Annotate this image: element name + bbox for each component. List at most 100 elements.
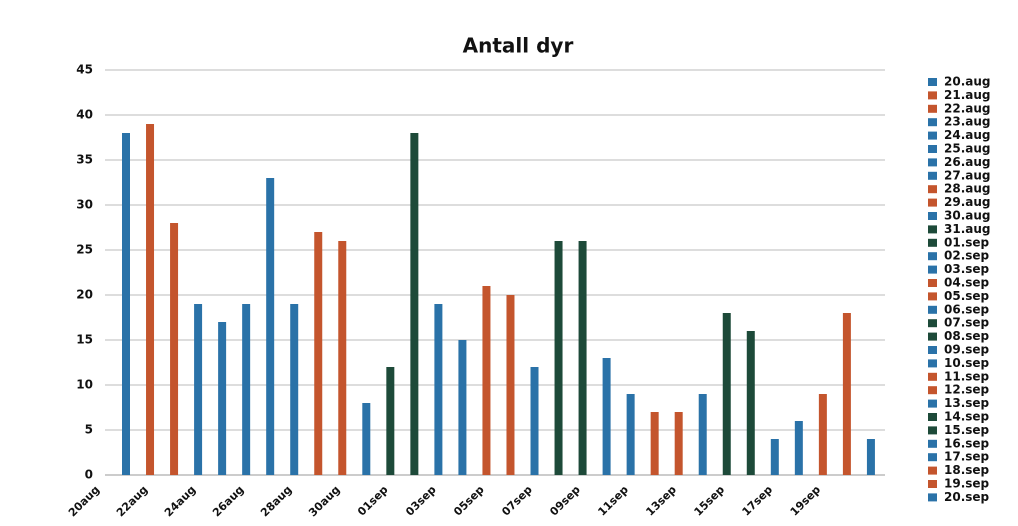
legend-label: 14.sep	[944, 410, 990, 424]
legend-swatch	[928, 212, 937, 220]
legend-label: 26.aug	[944, 155, 991, 169]
bar	[578, 241, 587, 475]
legend-label: 10.sep	[944, 356, 990, 370]
legend-swatch	[928, 198, 937, 207]
legend-label: 20.aug	[944, 75, 991, 89]
legend-swatch	[928, 238, 937, 247]
x-tick-label: 07sep	[499, 483, 535, 519]
legend-swatch	[928, 413, 937, 421]
x-tick-label: 01sep	[355, 483, 391, 519]
legend-swatch	[928, 78, 937, 86]
x-tick-label: 24aug	[162, 483, 198, 519]
x-tick-label: 19sep	[788, 483, 824, 519]
y-tick-label: 25	[76, 243, 93, 257]
bar	[506, 295, 515, 475]
legend-swatch	[928, 171, 937, 180]
legend-label: 16.sep	[944, 436, 990, 450]
x-tick-label: 22aug	[114, 483, 150, 519]
legend-swatch	[928, 145, 937, 153]
chart-title: Antall dyr	[463, 34, 574, 58]
legend-swatch	[928, 118, 937, 127]
bar	[170, 223, 179, 475]
bar	[698, 394, 707, 475]
legend-label: 30.aug	[944, 209, 991, 223]
legend-swatch	[928, 158, 937, 167]
bar	[650, 412, 659, 475]
bar	[218, 322, 227, 475]
legend-label: 07.sep	[944, 316, 990, 330]
bar	[530, 367, 539, 475]
legend-swatch	[928, 359, 937, 368]
legend-label: 03.sep	[944, 262, 990, 276]
bar	[818, 394, 827, 475]
bar	[410, 133, 419, 475]
bar	[242, 304, 251, 475]
legend-swatch	[928, 372, 937, 381]
legend-label: 24.aug	[944, 128, 991, 142]
x-tick-label: 30aug	[306, 483, 342, 519]
y-tick-label: 35	[76, 153, 93, 167]
legend-swatch	[928, 265, 937, 274]
bar	[458, 340, 467, 475]
x-tick-label: 28aug	[258, 483, 294, 519]
legend-swatch	[928, 332, 937, 341]
legend-swatch	[928, 104, 937, 113]
x-tick-label: 09sep	[547, 483, 583, 519]
legend-label: 31.aug	[944, 222, 991, 236]
legend-swatch	[928, 399, 937, 408]
legend-swatch	[928, 131, 937, 140]
y-tick-label: 30	[76, 198, 93, 212]
legend-label: 21.aug	[944, 88, 991, 102]
x-tick-label: 03sep	[403, 483, 439, 519]
legend-swatch	[928, 466, 937, 475]
legend-label: 23.aug	[944, 115, 991, 129]
y-tick-label: 0	[85, 468, 93, 482]
legend-label: 08.sep	[944, 329, 990, 343]
legend-label: 02.sep	[944, 249, 990, 263]
legend-label: 06.sep	[944, 302, 990, 316]
legend-swatch	[928, 346, 937, 354]
legend-swatch	[928, 252, 937, 261]
legend-label: 20.sep	[944, 490, 990, 504]
legend-swatch	[928, 439, 937, 448]
bar	[770, 439, 779, 475]
legend-swatch	[928, 305, 937, 314]
y-tick-label: 45	[76, 63, 93, 77]
y-tick-label: 20	[76, 288, 93, 302]
x-tick-label: 15sep	[692, 483, 728, 519]
bar	[482, 286, 491, 475]
bar	[674, 412, 683, 475]
bar	[866, 439, 875, 475]
legend-label: 05.sep	[944, 289, 990, 303]
x-tick-label: 20aug	[66, 483, 102, 519]
legend-swatch	[928, 426, 937, 435]
bar	[386, 367, 395, 475]
legend-label: 22.aug	[944, 101, 991, 115]
legend-label: 25.aug	[944, 142, 991, 156]
legend-label: 01.sep	[944, 235, 990, 249]
bar	[626, 394, 635, 475]
x-tick-label: 11sep	[595, 483, 631, 519]
y-tick-label: 40	[76, 108, 93, 122]
legend-swatch	[928, 292, 937, 301]
y-tick-label: 15	[76, 333, 93, 347]
bar	[266, 178, 275, 475]
bar	[842, 313, 851, 475]
legend-swatch	[928, 279, 937, 287]
legend-label: 17.sep	[944, 450, 990, 464]
x-tick-label: 17sep	[740, 483, 776, 519]
bar	[746, 331, 755, 475]
x-tick-label: 13sep	[643, 483, 679, 519]
x-tick-label: 26aug	[210, 483, 246, 519]
legend-label: 13.sep	[944, 396, 990, 410]
bar	[794, 421, 803, 475]
legend-swatch	[928, 386, 937, 395]
bar	[434, 304, 443, 475]
legend-label: 29.aug	[944, 195, 991, 209]
bar	[122, 133, 130, 475]
bar	[146, 124, 155, 475]
x-tick-label: 05sep	[451, 483, 487, 519]
bar	[722, 313, 731, 475]
bar	[338, 241, 347, 475]
